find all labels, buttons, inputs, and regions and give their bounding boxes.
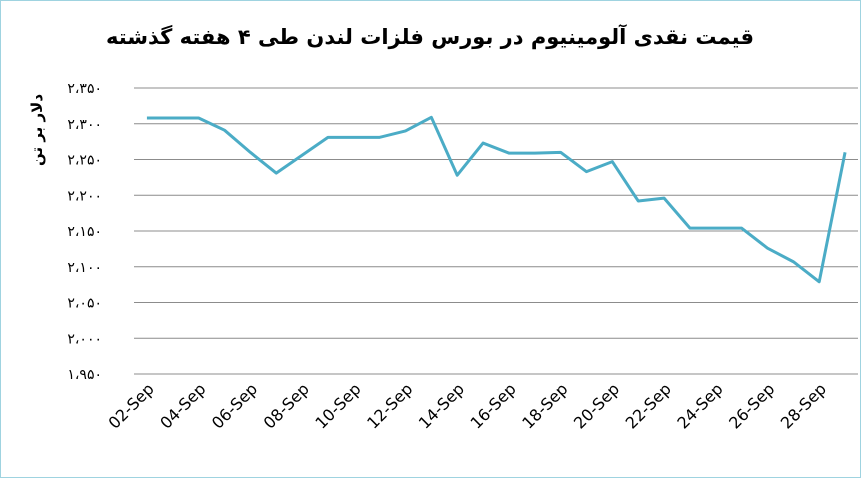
y-tick-label: ۲،۲۵۰: [67, 153, 102, 169]
y-tick-label: ۲،۲۰۰: [67, 188, 102, 204]
y-tick-label: ۲،۰۰۰: [67, 331, 102, 347]
chart-title: قیمت نقدی آلومینیوم در بورس فلزات لندن ط…: [106, 24, 754, 49]
y-tick-label: ۲،۱۵۰: [67, 224, 102, 240]
y-tick-label: ۲،۱۰۰: [67, 260, 102, 276]
y-axis-title: دلار بر تن: [28, 94, 46, 166]
series-line: [146, 115, 847, 284]
y-tick-label: ۲،۳۰۰: [67, 117, 102, 133]
y-tick-label: ۲،۳۵۰: [67, 81, 102, 97]
y-tick-label: ۱،۹۵۰: [67, 367, 102, 383]
y-tick-label: ۲،۰۵۰: [67, 296, 102, 312]
